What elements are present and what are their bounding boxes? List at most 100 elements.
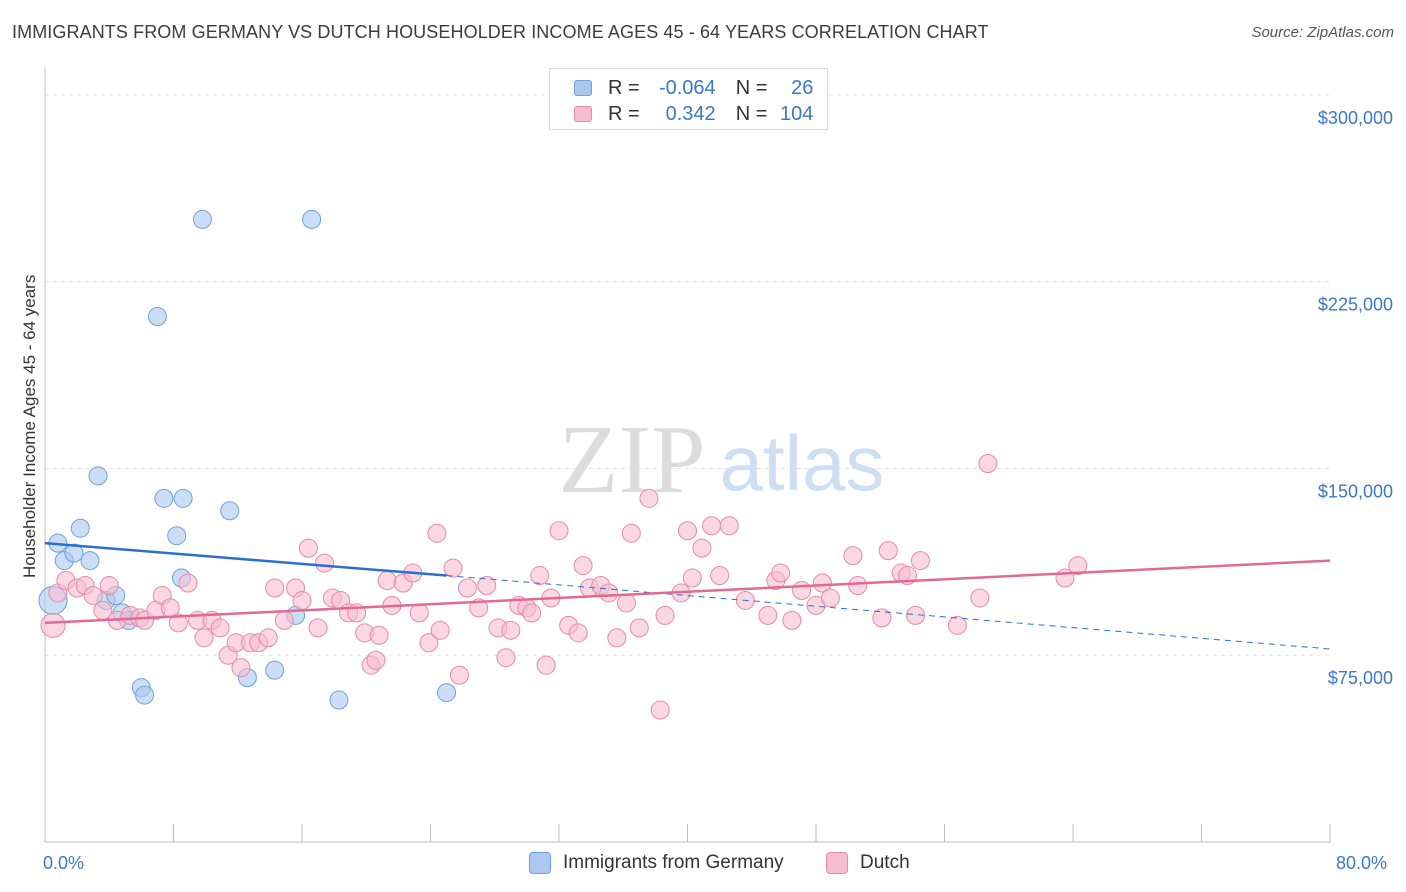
point-dutch-48 <box>427 523 447 543</box>
point-germany-25 <box>437 683 457 703</box>
point-dutch-97 <box>878 541 898 561</box>
point-dutch-31 <box>298 538 318 558</box>
point-dutch-88 <box>771 563 791 583</box>
watermark: ZIP atlas <box>559 406 885 514</box>
point-dutch-52 <box>457 578 477 598</box>
point-dutch-26 <box>258 628 278 648</box>
data-points <box>38 209 1088 720</box>
watermark-zip: ZIP <box>559 406 706 514</box>
point-dutch-64 <box>549 521 569 541</box>
point-dutch-76 <box>650 700 670 720</box>
point-dutch-28 <box>274 610 294 630</box>
bottom-legend-label-dutch: Dutch <box>860 852 910 873</box>
point-dutch-101 <box>910 551 930 571</box>
point-germany-4 <box>70 518 90 538</box>
y-tick-label-3: $300,000 <box>1318 108 1393 128</box>
point-dutch-32 <box>308 618 328 638</box>
bottom-legend-dutch: Dutch <box>826 852 910 874</box>
bottom-legend-label-germany: Immigrants from Germany <box>563 852 784 873</box>
point-dutch-15 <box>168 613 188 633</box>
point-dutch-92 <box>812 573 832 593</box>
point-dutch-49 <box>430 620 450 640</box>
point-germany-6 <box>88 466 108 486</box>
trend-line-germany <box>44 541 447 577</box>
point-dutch-33 <box>314 553 334 573</box>
y-tick-labels: $75,000 $150,000 $225,000 $300,000 <box>1318 108 1393 688</box>
point-germany-18 <box>192 209 212 229</box>
legend-r-value: 0.342 <box>665 102 716 125</box>
point-germany-15 <box>167 526 187 546</box>
point-dutch-30 <box>292 590 312 610</box>
point-dutch-71 <box>607 628 627 648</box>
point-dutch-40 <box>366 650 386 670</box>
point-germany-17 <box>173 488 193 508</box>
bottom-legend-germany: Immigrants from Germany <box>529 852 784 874</box>
point-dutch-90 <box>792 580 812 600</box>
point-dutch-7 <box>99 575 119 595</box>
point-dutch-77 <box>655 605 675 625</box>
point-dutch-5 <box>83 585 103 605</box>
x-tick-label-max: 80.0% <box>1336 853 1388 873</box>
point-dutch-74 <box>629 618 649 638</box>
point-dutch-41 <box>369 625 389 645</box>
point-germany-23 <box>302 209 322 229</box>
point-dutch-18 <box>194 628 214 648</box>
legend-r-label: R = <box>608 102 640 125</box>
point-dutch-16 <box>178 573 198 593</box>
point-dutch-27 <box>265 578 285 598</box>
point-dutch-89 <box>782 610 802 630</box>
point-germany-19 <box>220 501 240 521</box>
point-dutch-70 <box>599 583 619 603</box>
chart-title: IMMIGRANTS FROM GERMANY VS DUTCH HOUSEHO… <box>12 22 989 42</box>
point-dutch-42 <box>377 571 397 591</box>
legend-row-germany: R = -0.064 N = 26 <box>574 76 813 100</box>
point-germany-14 <box>154 488 174 508</box>
point-dutch-81 <box>692 538 712 558</box>
trend-lines <box>44 541 1331 650</box>
legend-n-value: 104 <box>780 102 814 125</box>
x-tick-label-min: 0.0% <box>43 853 85 873</box>
point-dutch-86 <box>758 605 778 625</box>
legend-row-dutch: R = 0.342 N = 104 <box>574 102 813 126</box>
point-dutch-62 <box>536 655 556 675</box>
legend-n-label: N = <box>735 102 768 125</box>
point-dutch-67 <box>573 556 593 576</box>
point-dutch-60 <box>522 603 542 623</box>
point-dutch-94 <box>843 546 863 566</box>
point-dutch-75 <box>639 488 659 508</box>
point-dutch-23 <box>231 658 251 678</box>
point-germany-21 <box>265 660 285 680</box>
legend-n-label: N = <box>735 76 768 99</box>
point-dutch-103 <box>970 588 990 608</box>
point-dutch-96 <box>872 608 892 628</box>
point-dutch-73 <box>621 523 641 543</box>
point-dutch-104 <box>978 453 998 473</box>
legend-r-label: R = <box>608 76 640 99</box>
point-dutch-20 <box>210 618 230 638</box>
point-dutch-0 <box>40 612 66 638</box>
point-dutch-51 <box>449 665 469 685</box>
point-germany-3 <box>64 543 84 563</box>
point-dutch-57 <box>501 620 521 640</box>
point-dutch-50 <box>443 558 463 578</box>
point-dutch-56 <box>496 648 516 668</box>
point-germany-12 <box>135 685 155 705</box>
y-axis-label: Householder Income Ages 45 - 64 years <box>20 274 39 578</box>
correlation-legend: R = -0.064 N = 26 R = 0.342 N = 104 <box>549 68 828 130</box>
watermark-atlas: atlas <box>720 419 885 507</box>
point-dutch-102 <box>947 615 967 635</box>
point-dutch-53 <box>469 598 489 618</box>
point-dutch-83 <box>710 566 730 586</box>
point-dutch-100 <box>906 605 926 625</box>
legend-swatch-germany <box>574 80 592 96</box>
point-dutch-82 <box>702 516 722 536</box>
y-tick-label-1: $150,000 <box>1318 481 1393 501</box>
point-dutch-66 <box>568 623 588 643</box>
source-label: Source: ZipAtlas.com <box>1251 24 1394 41</box>
point-dutch-72 <box>616 593 636 613</box>
y-tick-label-0: $75,000 <box>1328 668 1393 688</box>
point-germany-5 <box>80 551 100 571</box>
point-dutch-54 <box>477 575 497 595</box>
legend-swatch-dutch <box>574 106 592 122</box>
